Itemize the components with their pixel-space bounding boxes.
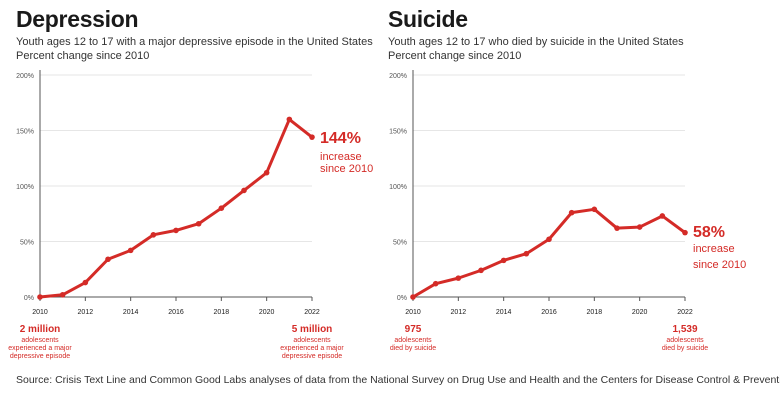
depression-x-tick-label: 2020 [259,309,275,316]
suicide-x-tick-label: 2018 [587,309,603,316]
suicide-data-point [636,224,643,230]
depression-x-tick-label: 2022 [304,309,320,316]
suicide-data-point [546,236,552,243]
suicide-end-note: adolescents [666,337,704,344]
suicide-data-point [410,294,416,300]
depression-data-point [218,205,225,211]
depression-end-note: 5 million [292,324,333,335]
depression-data-point [173,227,179,234]
suicide-data-point [659,213,666,219]
depression-data-point [105,256,111,263]
suicide-end-value: 58% [693,224,725,241]
depression-end-note: depressive episode [282,353,342,360]
suicide-data-point [591,206,598,213]
depression-x-tick-label: 2014 [123,309,139,316]
suicide-data-point [614,225,620,231]
right-subtitle-line2: Percent change since 2010 [388,50,522,62]
suicide-x-tick-label: 2016 [541,309,557,316]
suicide-x-tick-label: 2014 [496,309,512,316]
suicide-series-line [411,207,687,299]
depression-x-tick-label: 2018 [214,309,230,316]
suicide-end-note: 1,539 [672,324,697,335]
suicide-data-point [568,209,575,216]
suicide-y-tick-label: 0% [397,295,407,302]
suicide-x-tick-label: 2022 [677,309,693,316]
suicide-start-note: 975 [405,324,422,335]
source-note: Source: Crisis Text Line and Common Good… [16,374,780,386]
suicide-end-label-line1: increase [693,243,735,255]
depression-y-tick-label: 200% [16,73,34,80]
depression-data-point [59,291,66,298]
depression-data-point [82,279,89,286]
depression-start-note: depressive episode [10,353,70,360]
depression-data-point [195,220,202,227]
depression-start-note: experienced a major [8,345,72,352]
depression-y-tick-label: 150% [16,129,34,136]
charts-canvas: 0% 50% 100% 150% 200% 2010 2012 2014 2016 2018 202… [8,70,746,360]
depression-y-tick-label: 0% [24,295,34,302]
depression-data-point [37,294,43,300]
depression-data-point [127,247,134,254]
suicide-y-tick-label: 150% [389,129,407,136]
right-chart-title: Suicide [388,6,468,32]
suicide-data-point [500,257,507,264]
suicide-data-point [455,275,462,281]
depression-end-note: adolescents [293,337,331,344]
suicide-start-note: died by suicide [390,345,436,352]
suicide-data-point [432,280,439,287]
depression-data-point [241,187,247,194]
suicide-end-note: died by suicide [662,345,708,352]
depression-end-label-line2: since 2010 [320,163,373,175]
left-chart-subtitle: Youth ages 12 to 17 with a major depress… [16,35,373,63]
suicide-y-tick-label: 50% [393,240,407,247]
depression-y-tick-label: 50% [20,240,34,247]
depression-start-note: adolescents [21,337,59,344]
left-subtitle-line2: Percent change since 2010 [16,50,150,62]
suicide-x-tick-label: 2012 [451,309,467,316]
depression-start-note: 2 million [20,324,61,335]
suicide-start-note: adolescents [394,337,432,344]
suicide-y-tick-label: 100% [389,184,407,191]
depression-x-tick-label: 2010 [32,309,48,316]
depression-end-value: 144% [320,130,361,147]
left-subtitle-line1: Youth ages 12 to 17 with a major depress… [16,36,373,48]
depression-y-tick-label: 100% [16,184,34,191]
suicide-y-tick-label: 200% [389,73,407,80]
depression-x-tick-label: 2012 [78,309,94,316]
left-chart-title: Depression [16,6,139,32]
suicide-data-point [682,229,688,236]
depression-data-point [309,134,315,140]
suicide-x-tick-label: 2020 [632,309,648,316]
depression-x-tick-label: 2016 [168,309,184,316]
right-subtitle-line1: Youth ages 12 to 17 who died by suicide … [388,36,684,48]
suicide-data-point [478,267,484,274]
depression-data-point [286,116,293,123]
depression-end-label-line1: increase [320,151,362,163]
depression-data-point [263,169,270,176]
right-chart-subtitle: Youth ages 12 to 17 who died by suicide … [388,35,684,63]
depression-end-note: experienced a major [280,345,344,352]
suicide-end-label-line2: since 2010 [693,259,746,271]
suicide-x-tick-label: 2010 [405,309,421,316]
depression-data-point [150,232,157,238]
depression-series-line [38,117,314,299]
suicide-data-point [523,250,530,257]
